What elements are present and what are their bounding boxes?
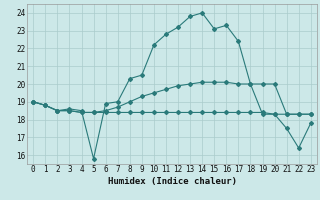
X-axis label: Humidex (Indice chaleur): Humidex (Indice chaleur) bbox=[108, 177, 236, 186]
